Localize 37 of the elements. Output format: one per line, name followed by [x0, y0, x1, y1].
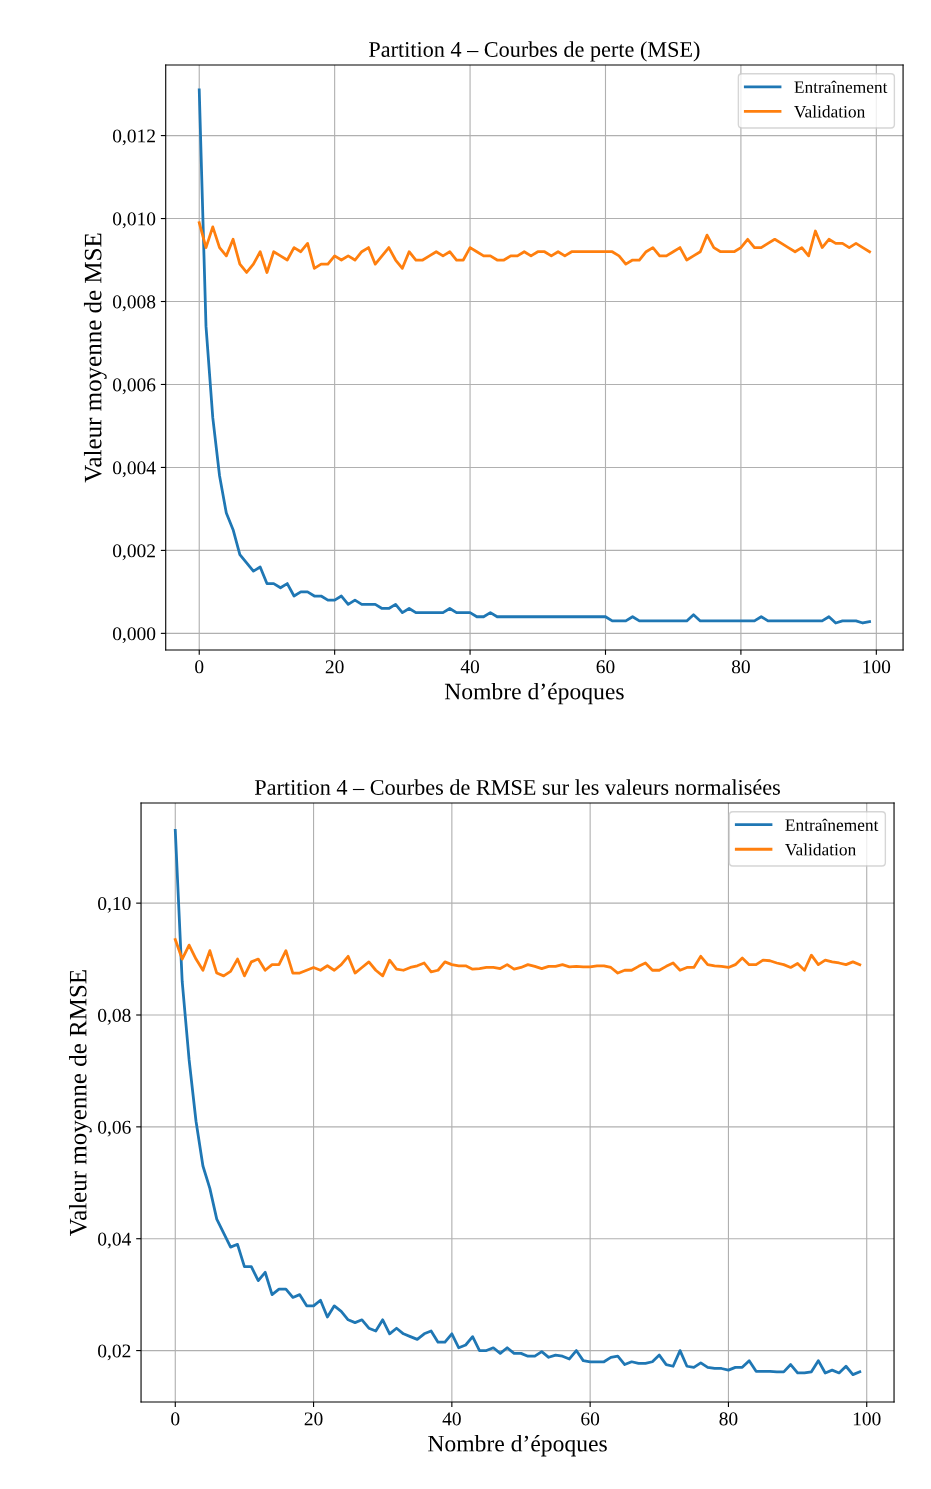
y-tick-label: 0,02 [98, 1344, 131, 1361]
x-tick-label: 100 [863, 660, 891, 674]
y-tick-label: 0,010 [112, 212, 156, 229]
line-series [173, 938, 862, 978]
x-tick-label: 40 [442, 1412, 461, 1426]
x-tick-label: 20 [304, 1412, 323, 1426]
legend-label: Entraînement [794, 80, 888, 94]
y-tick-label: 0,06 [98, 1120, 131, 1137]
line-series [197, 221, 871, 274]
x-tick-label: 80 [719, 1412, 738, 1426]
x-tick-label: 20 [325, 660, 344, 674]
y-tick-label: 0,002 [112, 544, 155, 561]
y-tick-label: 0,006 [112, 378, 156, 395]
x-tick-label: 80 [731, 660, 750, 674]
x-tick-label: 60 [596, 660, 615, 674]
x-tick-label: 60 [581, 1412, 600, 1426]
chart-title: Partition 4 – Courbes de perte (MSE) [369, 41, 700, 62]
legend-label: Entraînement [785, 818, 879, 831]
y-tick-label: 0,008 [112, 295, 156, 312]
y-tick-label: 0,10 [98, 896, 131, 913]
y-tick-label: 0,08 [98, 1008, 131, 1025]
y-tick-label: 0,012 [112, 129, 155, 146]
y-tick-label: 0,000 [112, 627, 156, 644]
legend-label: Validation [785, 843, 856, 856]
y-tick-label: 0,04 [98, 1232, 132, 1249]
y-axis-title: Valeur moyenne de MSE [83, 233, 107, 483]
x-axis-title: Nombre d’époques [428, 1434, 607, 1457]
chart-title: Partition 4 – Courbes de RMSE sur les valeurs normalisées [254, 779, 780, 795]
legend-label: Validation [794, 105, 866, 118]
x-axis-title: Nombre d’époques [444, 682, 624, 705]
line-series [173, 829, 862, 1377]
x-tick-label: 0 [195, 660, 204, 674]
x-tick-label: 100 [853, 1412, 881, 1426]
y-axis-title: Valeur moyenne de RMSE [69, 970, 92, 1236]
x-tick-label: 0 [171, 1412, 180, 1426]
y-tick-label: 0,004 [112, 461, 156, 478]
x-tick-label: 40 [460, 660, 480, 674]
